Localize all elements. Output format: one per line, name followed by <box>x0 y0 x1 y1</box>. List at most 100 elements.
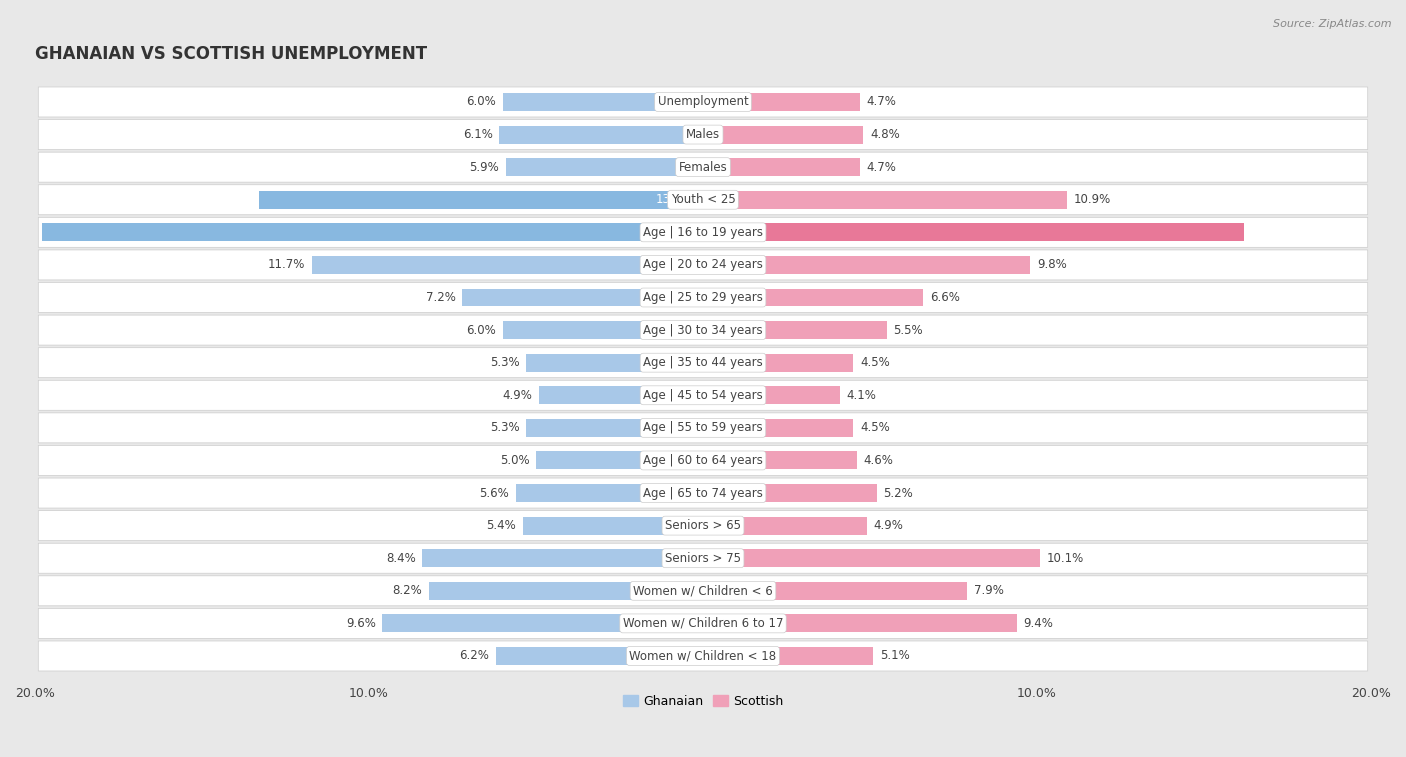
Bar <box>382 615 703 632</box>
FancyBboxPatch shape <box>38 544 1368 573</box>
Bar <box>312 256 703 274</box>
Text: Unemployment: Unemployment <box>658 95 748 108</box>
Text: 4.9%: 4.9% <box>873 519 903 532</box>
Text: 8.4%: 8.4% <box>387 552 416 565</box>
Bar <box>526 419 703 437</box>
FancyBboxPatch shape <box>38 478 1368 508</box>
Text: 13.3%: 13.3% <box>655 193 693 206</box>
Text: 5.4%: 5.4% <box>486 519 516 532</box>
Text: 5.3%: 5.3% <box>489 357 519 369</box>
Text: 5.0%: 5.0% <box>499 454 529 467</box>
Bar <box>536 451 703 469</box>
Text: GHANAIAN VS SCOTTISH UNEMPLOYMENT: GHANAIAN VS SCOTTISH UNEMPLOYMENT <box>35 45 427 63</box>
Text: Age | 45 to 54 years: Age | 45 to 54 years <box>643 389 763 402</box>
Text: Women w/ Children 6 to 17: Women w/ Children 6 to 17 <box>623 617 783 630</box>
Bar <box>422 550 703 567</box>
Bar <box>502 93 703 111</box>
Bar <box>703 550 1040 567</box>
FancyBboxPatch shape <box>38 511 1368 540</box>
Text: Age | 35 to 44 years: Age | 35 to 44 years <box>643 357 763 369</box>
Text: 9.6%: 9.6% <box>346 617 375 630</box>
Text: Females: Females <box>679 160 727 173</box>
Bar <box>516 484 703 502</box>
Text: 7.9%: 7.9% <box>973 584 1004 597</box>
Text: 6.2%: 6.2% <box>460 650 489 662</box>
Bar <box>526 354 703 372</box>
Text: Seniors > 65: Seniors > 65 <box>665 519 741 532</box>
Bar <box>496 647 703 665</box>
Text: Age | 30 to 34 years: Age | 30 to 34 years <box>643 323 763 337</box>
Text: 6.0%: 6.0% <box>467 323 496 337</box>
Bar <box>42 223 703 241</box>
Text: Seniors > 75: Seniors > 75 <box>665 552 741 565</box>
Text: 5.2%: 5.2% <box>883 487 912 500</box>
Text: 8.2%: 8.2% <box>392 584 422 597</box>
FancyBboxPatch shape <box>38 347 1368 378</box>
Bar <box>703 647 873 665</box>
Bar <box>540 386 703 404</box>
Bar <box>499 126 703 144</box>
Text: Women w/ Children < 6: Women w/ Children < 6 <box>633 584 773 597</box>
Text: 6.6%: 6.6% <box>931 291 960 304</box>
Bar <box>703 126 863 144</box>
Text: 5.5%: 5.5% <box>893 323 922 337</box>
Bar <box>703 93 860 111</box>
Bar <box>463 288 703 307</box>
Text: Women w/ Children < 18: Women w/ Children < 18 <box>630 650 776 662</box>
Bar <box>703 615 1017 632</box>
Text: Age | 60 to 64 years: Age | 60 to 64 years <box>643 454 763 467</box>
Bar <box>703 354 853 372</box>
Text: 4.7%: 4.7% <box>866 160 897 173</box>
FancyBboxPatch shape <box>38 152 1368 182</box>
Text: 9.8%: 9.8% <box>1038 258 1067 272</box>
Bar <box>703 386 839 404</box>
Text: 10.9%: 10.9% <box>1074 193 1111 206</box>
Bar <box>502 321 703 339</box>
Text: 5.6%: 5.6% <box>479 487 509 500</box>
Bar <box>703 191 1067 209</box>
Text: 5.9%: 5.9% <box>470 160 499 173</box>
FancyBboxPatch shape <box>38 315 1368 345</box>
Text: Youth < 25: Youth < 25 <box>671 193 735 206</box>
Text: 4.1%: 4.1% <box>846 389 876 402</box>
FancyBboxPatch shape <box>38 282 1368 313</box>
Text: Source: ZipAtlas.com: Source: ZipAtlas.com <box>1274 19 1392 29</box>
FancyBboxPatch shape <box>38 413 1368 443</box>
FancyBboxPatch shape <box>38 380 1368 410</box>
Text: Age | 55 to 59 years: Age | 55 to 59 years <box>643 422 763 435</box>
Text: 6.1%: 6.1% <box>463 128 492 141</box>
Bar <box>259 191 703 209</box>
Bar <box>703 256 1031 274</box>
Bar <box>523 517 703 534</box>
Text: 4.5%: 4.5% <box>860 422 890 435</box>
Text: 7.2%: 7.2% <box>426 291 456 304</box>
Bar <box>703 223 1244 241</box>
Text: 4.5%: 4.5% <box>860 357 890 369</box>
Bar <box>703 288 924 307</box>
Bar <box>703 582 967 600</box>
Text: 11.7%: 11.7% <box>269 258 305 272</box>
Bar <box>429 582 703 600</box>
FancyBboxPatch shape <box>38 609 1368 638</box>
Text: 5.3%: 5.3% <box>489 422 519 435</box>
Text: 4.6%: 4.6% <box>863 454 893 467</box>
FancyBboxPatch shape <box>38 185 1368 215</box>
Text: Age | 25 to 29 years: Age | 25 to 29 years <box>643 291 763 304</box>
FancyBboxPatch shape <box>38 217 1368 248</box>
Text: Males: Males <box>686 128 720 141</box>
FancyBboxPatch shape <box>38 576 1368 606</box>
Text: Age | 20 to 24 years: Age | 20 to 24 years <box>643 258 763 272</box>
Text: Age | 65 to 74 years: Age | 65 to 74 years <box>643 487 763 500</box>
Bar <box>703 419 853 437</box>
Text: 4.8%: 4.8% <box>870 128 900 141</box>
Text: Age | 16 to 19 years: Age | 16 to 19 years <box>643 226 763 239</box>
Bar <box>703 158 860 176</box>
FancyBboxPatch shape <box>38 87 1368 117</box>
FancyBboxPatch shape <box>38 641 1368 671</box>
Bar <box>506 158 703 176</box>
Text: 10.1%: 10.1% <box>1047 552 1084 565</box>
Text: 4.7%: 4.7% <box>866 95 897 108</box>
FancyBboxPatch shape <box>38 445 1368 475</box>
Text: 9.4%: 9.4% <box>1024 617 1053 630</box>
Text: 4.9%: 4.9% <box>503 389 533 402</box>
